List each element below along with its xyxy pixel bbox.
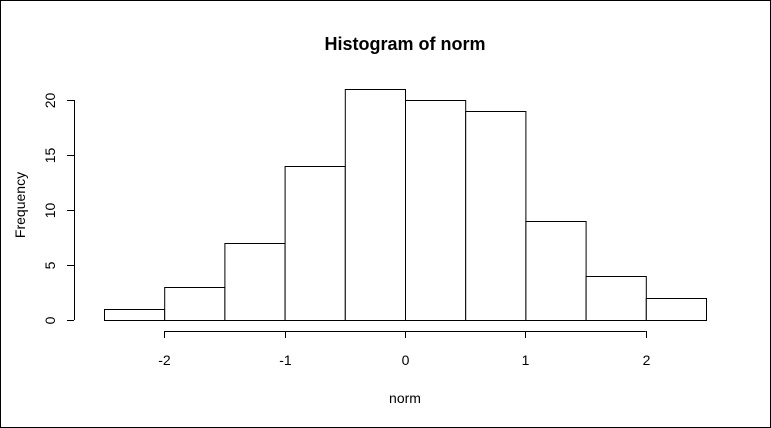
y-tick-label: 20 xyxy=(42,93,58,109)
x-axis-label: norm xyxy=(389,390,421,406)
y-tick-label: 15 xyxy=(42,148,58,164)
histogram-bar xyxy=(645,298,707,321)
x-tick-label: 2 xyxy=(643,352,651,368)
histogram-bar xyxy=(585,276,647,321)
y-tick-label: 10 xyxy=(42,203,58,219)
y-axis-label: Frequency xyxy=(12,172,28,238)
histogram-bar xyxy=(224,243,286,321)
histogram-bar xyxy=(465,111,527,321)
y-axis: 0 5 10 15 20 xyxy=(42,93,75,324)
x-tick-label: -2 xyxy=(158,352,171,368)
histogram-bar xyxy=(104,309,166,321)
chart-title: Histogram of norm xyxy=(324,34,485,54)
histogram-bar xyxy=(525,221,587,321)
x-tick-label: -1 xyxy=(279,352,292,368)
y-tick-label: 5 xyxy=(42,261,58,269)
bars-group xyxy=(104,89,707,321)
histogram-bar xyxy=(344,89,406,321)
y-tick-label: 0 xyxy=(42,316,58,324)
histogram-bar xyxy=(284,166,346,321)
x-tick-label: 1 xyxy=(522,352,530,368)
histogram-bar xyxy=(405,100,467,321)
x-tick-label: 0 xyxy=(402,352,410,368)
x-axis: -2 -1 0 1 2 xyxy=(158,331,651,368)
histogram-bar xyxy=(164,287,226,321)
